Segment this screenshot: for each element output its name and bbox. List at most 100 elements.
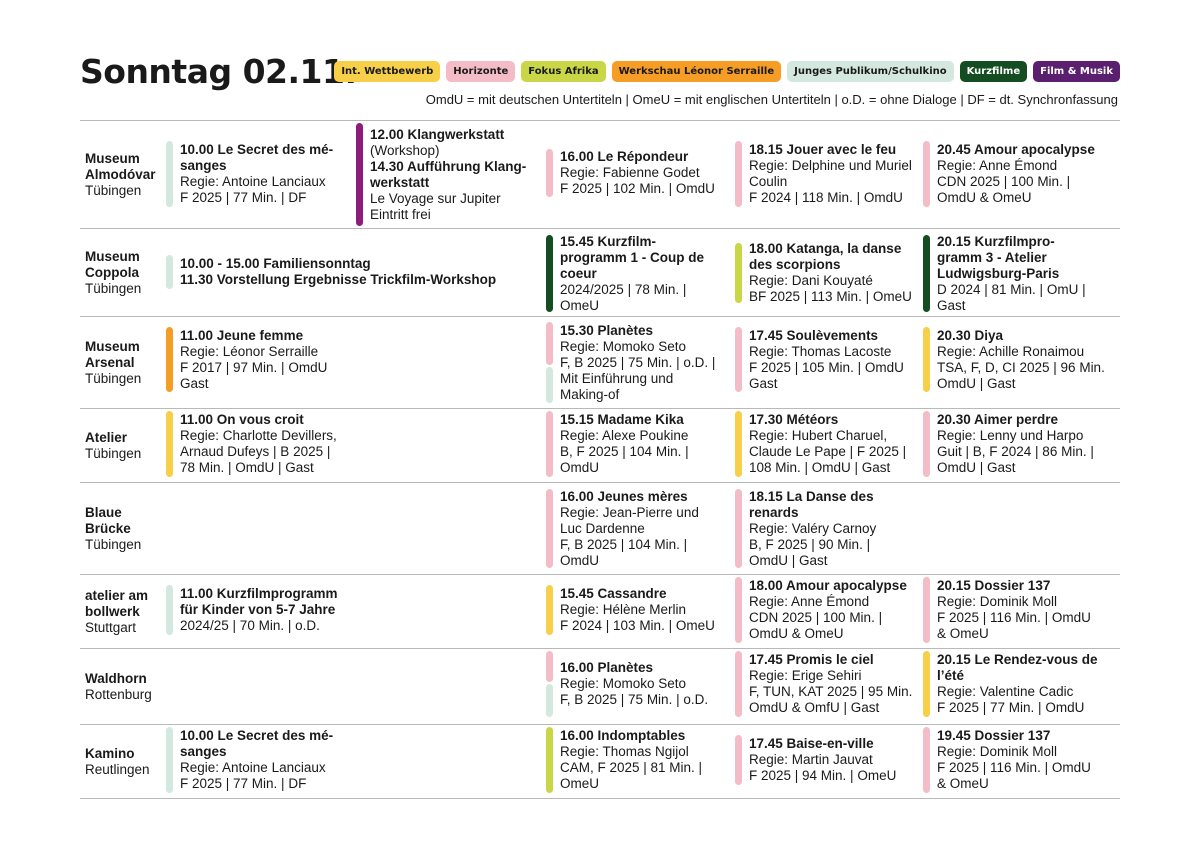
- category-color-bar: [546, 727, 553, 793]
- screening-title-line: 16.00 Planètes: [560, 660, 654, 675]
- category-color-bar: [923, 327, 930, 392]
- screening-info-line: Regie: Dominik Moll: [937, 594, 1058, 609]
- screening-info-line: F 2025 | 116 Min. | OmdU: [937, 760, 1091, 775]
- screening-info-line: CDN 2025 | 100 Min. |: [937, 174, 1071, 189]
- screening-entry: 16.00 Jeunes mères Regie: Jean-Pierre und…: [560, 489, 740, 568]
- screening-title-line: 14.30 Aufführung Klang-: [370, 158, 527, 174]
- legend-chip-werkschau-leonor-serraille: Werkschau Léonor Serraille: [611, 61, 782, 82]
- screening-info-line: Le Voyage sur Jupiter: [370, 190, 501, 206]
- screening-info-line: Eintritt frei: [370, 206, 431, 222]
- screening-info-line: F 2025 | 116 Min. | OmdU: [937, 610, 1091, 625]
- screening-info-line: Regie: Thomas Lacoste: [749, 343, 892, 359]
- screening-title-line: 17.45 Soulèvements: [749, 327, 879, 343]
- venue-label: Atelier Tübingen: [85, 409, 167, 482]
- category-color-bar: [166, 141, 173, 207]
- legend-chip-int-wettbewerb: Int. Wettbewerb: [334, 61, 441, 82]
- screening-entry: 15.30 Planètes Regie: Momoko Seto F, B 202…: [560, 322, 740, 403]
- category-color-bar: [546, 585, 553, 635]
- screening-entry: 20.30 Aimer perdre Regie: Lenny und Harpo…: [937, 411, 1127, 477]
- screening-title-line: programm 1 - Coup de: [560, 249, 705, 265]
- screening-info-line: Regie: Dominik Moll: [937, 744, 1058, 759]
- screening-title-line: 18.15 La Danse des: [749, 488, 874, 504]
- screening-title-line: 10.00 Le Secret des mé-: [180, 142, 334, 157]
- screening-info-line: OmdU: [560, 460, 600, 475]
- screening-title-line: coeur: [560, 265, 597, 281]
- venue-city: Tübingen: [85, 182, 142, 198]
- screening-entry: 20.45 Amour apocalypse Regie: Anne Émond C…: [937, 141, 1127, 207]
- category-color-bar: [166, 585, 173, 635]
- screening-title-line: 20.30 Aimer perdre: [937, 412, 1059, 427]
- screening-title-line: für Kinder von 5-7 Jahre: [180, 602, 336, 617]
- category-color-bar: [735, 489, 742, 568]
- category-color-bar: [735, 577, 742, 643]
- screening-title-line: 15.30 Planètes: [560, 322, 654, 338]
- screening-info-line: Regie: Delphine und Muriel: [749, 158, 912, 173]
- screening-info-line: Regie: Valéry Carnoy: [749, 520, 877, 536]
- screening-title-line: 16.00 Indomptables: [560, 728, 686, 743]
- screening-title-line: 10.00 - 15.00 Familiensonntag: [180, 256, 371, 271]
- screening-info-line: F 2025 | 105 Min. | OmdU: [749, 359, 904, 375]
- screening-title-line: 16.00 Le Répondeur: [560, 149, 689, 164]
- screening-entry: 20.15 Kurzfilmpro-gramm 3 - Atelier Ludwi…: [937, 234, 1127, 313]
- screening-info-line: 108 Min. | OmdU | Gast: [749, 460, 891, 475]
- screening-info-line: OmdU & OmeU: [749, 626, 844, 641]
- category-color-bar: [166, 255, 173, 289]
- screening-entry: 19.45 Dossier 137 Regie: Dominik Moll F 20…: [937, 727, 1127, 793]
- screening-info-line: Regie: Dani Kouyaté: [749, 273, 873, 288]
- legend-chip-fokus-afrika: Fokus Afrika: [521, 61, 606, 82]
- category-color-bar: [923, 235, 930, 312]
- category-color-bar: [923, 651, 930, 717]
- screening-info-line: Regie: Hubert Charuel,: [749, 428, 888, 443]
- screening-title-line: Ludwigsburg-Paris: [937, 265, 1060, 281]
- screening-info-line: F 2025 | 102 Min. | OmdU: [560, 181, 715, 196]
- screening-title-line: 10.00 Le Secret des mé-: [180, 728, 334, 743]
- venue-city: Reutlingen: [85, 761, 150, 777]
- screening-title-line: 19.45 Dossier 137: [937, 728, 1051, 743]
- venue-row-museum-almodovar: Museum Almodóvar Tübingen 10.00 Le Secret …: [80, 121, 1120, 229]
- screening-entry: 15.45 Cassandre Regie: Hélène Merlin F 202…: [560, 585, 740, 635]
- screening-title-line: 15.15 Madame Kika: [560, 412, 684, 427]
- venue-city: Tübingen: [85, 536, 142, 552]
- category-color-bar: [735, 243, 742, 303]
- category-color-bar: [923, 727, 930, 793]
- venue-label: Museum Arsenal Tübingen: [85, 317, 167, 408]
- venue-name: Museum Almodóvar: [85, 150, 156, 182]
- screening-title-line: 11.00 On vous croit: [180, 412, 304, 427]
- screening-info-line: (Workshop): [370, 142, 440, 158]
- screening-info-line: Mit Einführung und: [560, 370, 674, 386]
- screening-title-line: 20.30 Diya: [937, 327, 1004, 343]
- screening-info-line: CAM, F 2025 | 81 Min. |: [560, 760, 703, 775]
- screening-info-line: F 2025 | 77 Min. | DF: [180, 776, 307, 791]
- screening-title-line: 15.45 Kurzfilm-: [560, 233, 657, 249]
- screening-title-line: 11.30 Vorstellung Ergebnisse Trickfilm-W…: [180, 272, 497, 287]
- screening-info-line: Arnaud Dufeys | B 2025 |: [180, 444, 331, 459]
- venue-name: Museum Arsenal: [85, 338, 140, 370]
- screening-title-line: 17.45 Baise-en-ville: [749, 736, 874, 751]
- venue-label: Museum Coppola Tübingen: [85, 229, 167, 316]
- category-color-bar: [923, 141, 930, 207]
- screening-info-line: Regie: Fabienne Godet: [560, 165, 700, 180]
- screening-title-line: 17.45 Promis le ciel: [749, 652, 874, 667]
- schedule-grid: Museum Almodóvar Tübingen 10.00 Le Secret …: [80, 120, 1120, 799]
- screening-info-line: Regie: Hélène Merlin: [560, 602, 687, 617]
- screening-info-line: F 2024 | 103 Min. | OmeU: [560, 618, 715, 633]
- screening-title-line: des scorpions: [749, 257, 841, 272]
- screening-entry: 20.15 Le Rendez-vous de l’été Regie: Valen…: [937, 651, 1127, 717]
- screening-info-line: F 2025 | 77 Min. | DF: [180, 190, 307, 205]
- screening-info-line: CDN 2025 | 100 Min. |: [749, 610, 883, 625]
- screening-info-line: Regie: Momoko Seto: [560, 676, 687, 691]
- screening-info-line: F, TUN, KAT 2025 | 95 Min.: [749, 684, 913, 699]
- screening-entry: 18.15 Jouer avec le feu Regie: Delphine u…: [749, 141, 935, 207]
- venue-name: Museum Coppola: [85, 248, 140, 280]
- screening-entry: 11.00 On vous croit Regie: Charlotte Devi…: [180, 411, 354, 477]
- screening-entry: 20.15 Dossier 137 Regie: Dominik Moll F 20…: [937, 577, 1127, 643]
- screening-entry: 11.00 Jeune femme Regie: Léonor Serraille…: [180, 327, 354, 392]
- legend-chip-horizonte: Horizonte: [446, 61, 516, 82]
- screening-entry: 15.45 Kurzfilm-programm 1 - Coup de coeur…: [560, 233, 740, 313]
- venue-city: Tübingen: [85, 370, 142, 386]
- screening-entry: 20.30 Diya Regie: Achille Ronaimou TSA, F,…: [937, 327, 1127, 392]
- venue-row-atelier: Atelier Tübingen 11.00 On vous croit Regie:…: [80, 409, 1120, 483]
- screening-info-line: Regie: Momoko Seto: [560, 338, 687, 354]
- screening-info-line: Claude Le Pape | F 2025 |: [749, 444, 907, 459]
- screening-info-line: Regie: Anne Émond: [749, 594, 870, 609]
